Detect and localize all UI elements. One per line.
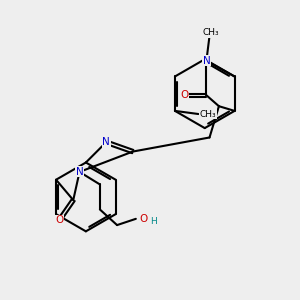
Text: O: O xyxy=(180,90,189,100)
Text: CH₃: CH₃ xyxy=(200,110,216,118)
Text: CH₃: CH₃ xyxy=(203,28,219,37)
Text: N: N xyxy=(76,167,83,177)
Text: N: N xyxy=(202,56,210,66)
Text: N: N xyxy=(102,137,110,147)
Text: H: H xyxy=(150,218,157,226)
Text: O: O xyxy=(55,215,63,225)
Text: O: O xyxy=(139,214,147,224)
